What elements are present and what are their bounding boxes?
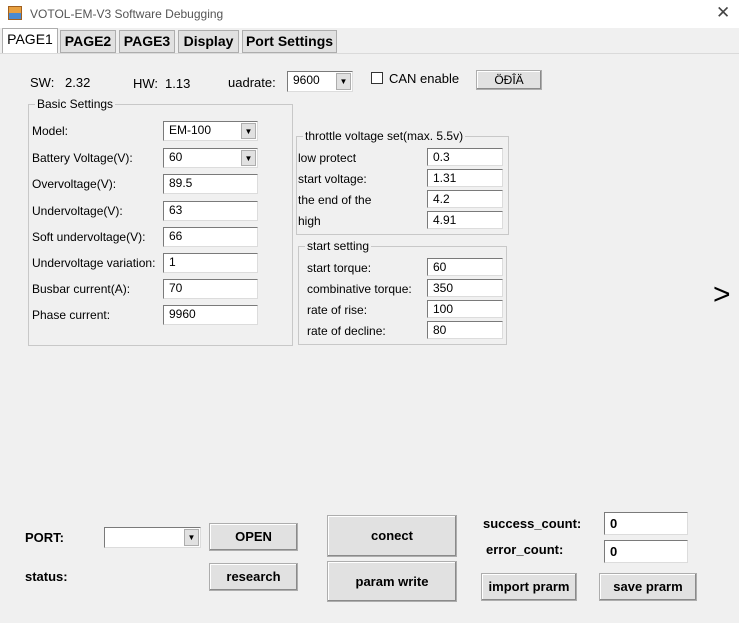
field-value: 63 xyxy=(169,203,183,217)
start-row-label: combinative torque: xyxy=(307,282,412,296)
tab-page3[interactable]: PAGE3 xyxy=(119,30,175,53)
field-value: 1 xyxy=(169,255,176,269)
error-count-field[interactable]: 0 xyxy=(604,540,688,563)
basic-row-field[interactable]: 89.5 xyxy=(163,174,258,194)
baudrate-label: uadrate: xyxy=(228,75,276,90)
field-value: 80 xyxy=(433,323,447,337)
title-bar: VOTOL-EM-V3 Software Debugging ✕ xyxy=(0,0,739,28)
tab-page2[interactable]: PAGE2 xyxy=(60,30,116,53)
field-value: 60 xyxy=(169,150,183,164)
throttle-row-label: low protect xyxy=(298,151,357,165)
field-value: EM-100 xyxy=(169,123,212,137)
basic-row-field[interactable]: 63 xyxy=(163,201,258,221)
basic-row-field[interactable]: 9960 xyxy=(163,305,258,325)
start-row-field[interactable]: 80 xyxy=(427,321,503,339)
basic-row-label: Phase current: xyxy=(32,308,111,322)
hw-label: HW: xyxy=(133,76,159,91)
connect-button[interactable]: conect xyxy=(327,515,457,557)
basic-row-label: Overvoltage(V): xyxy=(32,177,117,191)
tab-divider xyxy=(0,53,739,54)
tab-port-settings[interactable]: Port Settings xyxy=(242,30,337,53)
field-value: 1.31 xyxy=(433,171,457,185)
close-icon[interactable]: ✕ xyxy=(716,3,731,22)
field-value: 350 xyxy=(433,281,454,295)
start-row-field[interactable]: 60 xyxy=(427,258,503,276)
field-value: 0.3 xyxy=(433,150,450,164)
tab-page1[interactable]: PAGE1 xyxy=(2,28,58,54)
basic-row-field[interactable]: 66 xyxy=(163,227,258,247)
chevron-down-icon: ▼ xyxy=(241,123,256,139)
sw-value: 2.32 xyxy=(65,75,91,90)
basic-row-field[interactable]: 1 xyxy=(163,253,258,273)
success-count-field[interactable]: 0 xyxy=(604,512,688,535)
window-title: VOTOL-EM-V3 Software Debugging xyxy=(30,7,224,21)
basic-row-label: Undervoltage variation: xyxy=(32,256,156,270)
start-row-label: start torque: xyxy=(307,261,372,275)
start-row-label: rate of rise: xyxy=(307,303,368,317)
status-label: status: xyxy=(25,569,68,584)
start-row-field[interactable]: 100 xyxy=(427,300,503,318)
save-param-button[interactable]: save prarm xyxy=(599,573,697,601)
basic-row-label: Battery Voltage(V): xyxy=(32,151,133,165)
sw-label: SW: xyxy=(30,75,55,90)
field-value: 4.91 xyxy=(433,213,457,227)
start-setting-group: start setting xyxy=(298,239,507,345)
app-icon xyxy=(8,6,22,20)
field-value: 100 xyxy=(433,302,454,316)
field-value: 66 xyxy=(169,229,183,243)
throttle-row-field[interactable]: 1.31 xyxy=(427,169,503,187)
chevron-down-icon: ▼ xyxy=(241,150,256,166)
port-label: PORT: xyxy=(25,530,64,545)
throttle-row-label: high xyxy=(298,214,321,228)
throttle-row-label: start voltage: xyxy=(298,172,367,186)
field-value: 60 xyxy=(433,260,447,274)
open-button[interactable]: OPEN xyxy=(209,523,298,551)
throttle-row-field[interactable]: 4.91 xyxy=(427,211,503,229)
basic-row-label: Model: xyxy=(32,124,69,138)
port-select[interactable]: ▼ xyxy=(104,527,201,548)
hw-value: 1.13 xyxy=(165,76,191,91)
throttle-row-field[interactable]: 0.3 xyxy=(427,148,503,166)
language-button[interactable]: ÖÐÎÄ xyxy=(476,70,542,90)
can-enable-checkbox[interactable] xyxy=(371,72,383,84)
group-title: start setting xyxy=(305,239,372,253)
start-row-field[interactable]: 350 xyxy=(427,279,503,297)
tab-display[interactable]: Display xyxy=(178,30,239,53)
param-write-button[interactable]: param write xyxy=(327,561,457,602)
success-count-label: success_count: xyxy=(483,516,582,531)
basic-row-label: Undervoltage(V): xyxy=(32,204,123,218)
chevron-down-icon: ▼ xyxy=(336,73,351,90)
basic-row-label: Soft undervoltage(V): xyxy=(32,230,146,244)
field-value: 89.5 xyxy=(169,176,193,190)
basic-row-label: Busbar current(A): xyxy=(32,282,131,296)
can-enable-label: CAN enable xyxy=(389,71,460,86)
next-page-arrow[interactable]: > xyxy=(713,278,731,311)
baudrate-value: 9600 xyxy=(293,73,320,87)
throttle-row-label: the end of the xyxy=(298,193,372,207)
chevron-down-icon: ▼ xyxy=(184,529,199,546)
field-value: 4.2 xyxy=(433,192,450,206)
research-button[interactable]: research xyxy=(209,563,298,591)
field-value: 70 xyxy=(169,281,183,295)
basic-row-field[interactable]: 70 xyxy=(163,279,258,299)
import-param-button[interactable]: import prarm xyxy=(481,573,577,601)
group-title: throttle voltage set(max. 5.5v) xyxy=(303,129,466,143)
start-row-label: rate of decline: xyxy=(307,324,386,338)
baudrate-select[interactable]: 9600 ▼ xyxy=(287,71,353,92)
error-count-label: error_count: xyxy=(486,542,564,557)
field-value: 9960 xyxy=(169,307,196,321)
group-title: Basic Settings xyxy=(35,97,116,111)
throttle-row-field[interactable]: 4.2 xyxy=(427,190,503,208)
throttle-group: throttle voltage set(max. 5.5v) xyxy=(296,129,509,235)
basic-row-select[interactable]: EM-100 ▼ xyxy=(163,121,258,141)
basic-settings-group: Basic Settings xyxy=(28,97,293,346)
basic-row-select[interactable]: 60 ▼ xyxy=(163,148,258,168)
